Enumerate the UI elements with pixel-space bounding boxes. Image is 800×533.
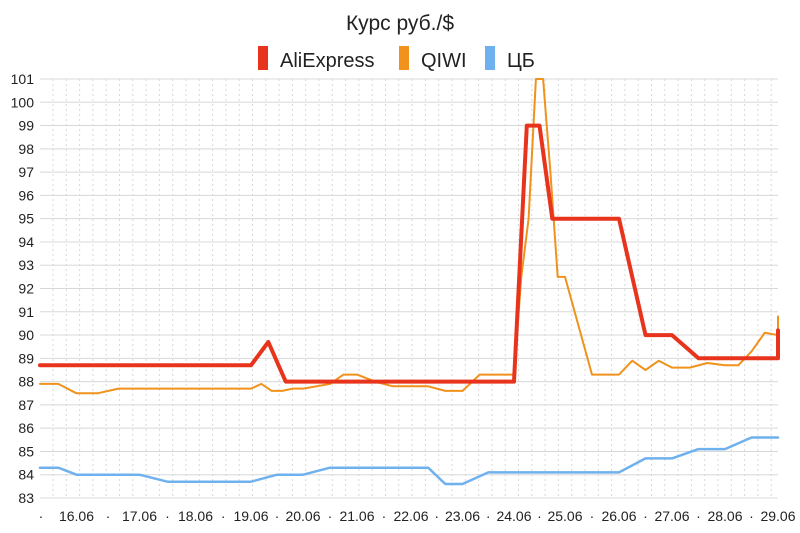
series-layer	[38, 78, 780, 486]
y-tick-label: 99	[18, 118, 34, 134]
x-tick-label: 16.06	[59, 508, 94, 524]
y-tick-label: 92	[18, 281, 34, 297]
x-tick-label: 27.06	[654, 508, 689, 524]
x-tick-label: 21.06	[339, 508, 374, 524]
legend: AliExpress QIWI ЦБ	[258, 46, 535, 72]
x-tick-dot: ·	[486, 508, 491, 524]
x-tick-label: 18.06	[178, 508, 213, 524]
y-tick-label: 94	[18, 234, 34, 250]
x-tick-dot: ·	[696, 508, 701, 524]
x-tick-dot: ·	[537, 508, 542, 524]
y-tick-label: 83	[18, 490, 34, 506]
x-tick-label: 26.06	[601, 508, 636, 524]
legend-label: AliExpress	[280, 50, 374, 72]
y-tick-label: 97	[18, 164, 34, 180]
x-tick-dot: ·	[382, 508, 387, 524]
x-tick-label: 25.06	[547, 508, 582, 524]
x-tick-label: 24.06	[496, 508, 531, 524]
y-tick-label: 90	[18, 327, 34, 343]
x-tick-label: 23.06	[445, 508, 480, 524]
x-tick-dot: ·	[328, 508, 333, 524]
legend-item-ЦБ: ЦБ	[485, 46, 535, 72]
y-tick-label: 87	[18, 397, 34, 413]
y-tick-label: 101	[11, 71, 35, 87]
y-tick-label: 100	[11, 94, 35, 110]
y-tick-label: 91	[18, 304, 34, 320]
x-tick-dot: ·	[106, 508, 111, 524]
y-tick-label: 84	[18, 467, 34, 483]
y-axis: 83 84 85 86 87 88 89 90 91 92 93 94 95 96 97 98 99 100 101	[11, 71, 35, 506]
legend-label: QIWI	[421, 50, 467, 72]
y-tick-label: 89	[18, 350, 34, 366]
x-tick-dot: ·	[590, 508, 595, 524]
y-tick-label: 93	[18, 257, 34, 273]
y-tick-label: 98	[18, 141, 34, 157]
x-tick-dot: ·	[275, 508, 280, 524]
x-axis: · 16.06 · 17.06 · 18.06 · 19.06 · 20.06 · 21.06 · 22.…	[39, 508, 796, 524]
y-tick-label: 95	[18, 211, 34, 227]
y-tick-label: 85	[18, 443, 34, 459]
y-tick-label: 86	[18, 420, 34, 436]
y-tick-label: 88	[18, 374, 34, 390]
x-tick-label: 19.06	[233, 508, 268, 524]
legend-swatch	[258, 46, 268, 70]
series-line-ЦБ	[38, 436, 780, 486]
legend-item-AliExpress: AliExpress	[258, 46, 374, 72]
legend-swatch	[399, 46, 409, 70]
y-tick-label: 96	[18, 187, 34, 203]
gridlines	[40, 78, 778, 499]
legend-item-QIWI: QIWI	[399, 46, 467, 72]
x-tick-label: 17.06	[122, 508, 157, 524]
series-line-AliExpress	[38, 123, 780, 384]
series-line-QIWI	[39, 78, 779, 395]
x-tick-label: 28.06	[707, 508, 742, 524]
x-tick-dot: ·	[749, 508, 754, 524]
x-tick-dot: ·	[221, 508, 226, 524]
chart-title: Курс руб./$	[346, 12, 454, 35]
x-tick-dot: ·	[434, 508, 439, 524]
legend-swatch	[485, 46, 495, 70]
legend-label: ЦБ	[507, 50, 535, 72]
x-tick-label: 20.06	[285, 508, 320, 524]
x-tick-dot: ·	[39, 508, 44, 524]
x-tick-label: 29.06	[760, 508, 795, 524]
x-tick-label: 22.06	[393, 508, 428, 524]
x-tick-dot: ·	[165, 508, 170, 524]
x-tick-dot: ·	[643, 508, 648, 524]
